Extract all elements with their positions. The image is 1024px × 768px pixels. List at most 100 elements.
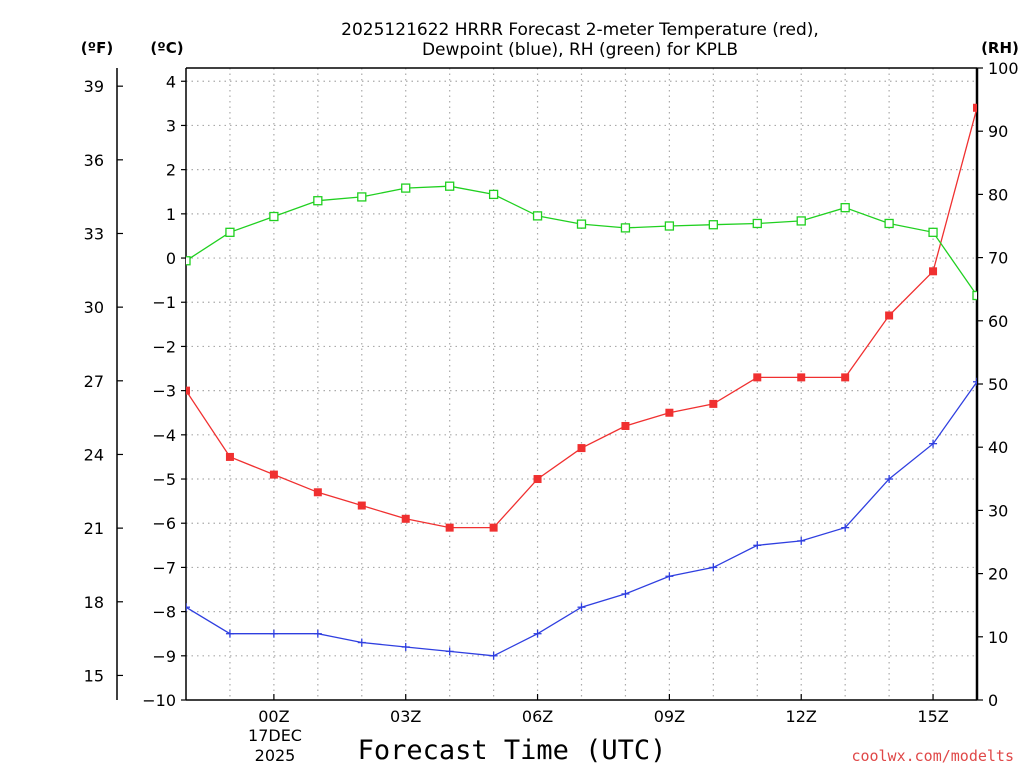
rh-point bbox=[1017, 292, 1024, 300]
dewpoint-point bbox=[269, 629, 278, 638]
rh-tick-label: 20 bbox=[988, 565, 1008, 584]
dewpoint-point bbox=[797, 536, 806, 545]
fahrenheit-tick-label: 15 bbox=[84, 666, 104, 685]
x-tick-label: 06Z bbox=[522, 707, 553, 726]
temperature-point bbox=[225, 452, 234, 461]
rh-tick-label: 30 bbox=[988, 501, 1008, 520]
dewpoint-point bbox=[665, 572, 674, 581]
celsius-tick-label: −5 bbox=[152, 470, 176, 489]
temperature-point bbox=[186, 386, 190, 395]
unit-label-rh: (RH) bbox=[981, 39, 1019, 57]
celsius-tick-label: 2 bbox=[166, 161, 176, 180]
rh-point bbox=[269, 211, 279, 222]
fahrenheit-tick-label: 24 bbox=[84, 445, 104, 464]
rh-point bbox=[445, 181, 455, 191]
rh-point bbox=[357, 192, 367, 202]
fahrenheit-tick-label: 39 bbox=[84, 77, 104, 96]
fahrenheit-axis: 39 36 33 30 27 24 21 18 15 bbox=[84, 68, 123, 700]
celsius-tick-label: −8 bbox=[152, 603, 176, 622]
series-line-dewpoint bbox=[186, 381, 977, 657]
celsius-tick-label: −3 bbox=[152, 382, 176, 401]
rh-point bbox=[796, 216, 806, 226]
temperature-point bbox=[1017, 104, 1024, 112]
x-tick-label: 03Z bbox=[390, 707, 421, 726]
chart-title-line1: 2025121622 HRRR Forecast 2-meter Tempera… bbox=[341, 20, 819, 40]
dewpoint-point bbox=[577, 603, 586, 612]
series-dewpoint bbox=[186, 377, 1024, 660]
date-label-year: 2025 bbox=[255, 746, 296, 765]
temperature-point bbox=[665, 408, 674, 417]
celsius-axis: 4 3 2 1 0 −1 −2 −3 −4 −5 −6 −7 −8 −9 −10 bbox=[142, 72, 186, 710]
celsius-tick-label: −2 bbox=[152, 337, 176, 356]
rh-point bbox=[488, 189, 499, 200]
unit-label-celsius: (ºC) bbox=[150, 39, 183, 57]
temperature-point bbox=[489, 523, 498, 532]
temperature-point bbox=[841, 373, 850, 382]
x-axis-title: Forecast Time (UTC) bbox=[358, 735, 667, 766]
gridlines bbox=[186, 68, 977, 700]
temperature-point bbox=[401, 514, 410, 523]
rh-tick-label: 50 bbox=[988, 375, 1008, 394]
rh-point bbox=[401, 183, 411, 193]
temperature-point bbox=[533, 475, 542, 484]
rh-tick-label: 90 bbox=[988, 122, 1008, 141]
rh-tick-label: 0 bbox=[988, 691, 998, 710]
fahrenheit-tick-label: 33 bbox=[84, 224, 104, 243]
rh-tick-label: 80 bbox=[988, 185, 1008, 204]
temperature-point bbox=[797, 373, 806, 382]
rh-tick-label: 70 bbox=[988, 249, 1008, 268]
fahrenheit-tick-label: 30 bbox=[84, 298, 104, 317]
dewpoint-point bbox=[709, 563, 718, 572]
rh-tick-label: 100 bbox=[988, 59, 1019, 78]
dewpoint-point bbox=[973, 377, 977, 386]
dewpoint-point bbox=[489, 651, 498, 660]
celsius-tick-label: 0 bbox=[166, 249, 176, 268]
chart-title-line2: Dewpoint (blue), RH (green) for KPLB bbox=[422, 40, 738, 60]
fahrenheit-tick-label: 21 bbox=[84, 519, 104, 538]
rh-point bbox=[576, 219, 587, 229]
temperature-point bbox=[445, 523, 454, 532]
temperature-point bbox=[621, 421, 630, 430]
series-temperature bbox=[186, 103, 1024, 532]
celsius-tick-label: 3 bbox=[166, 116, 176, 135]
celsius-tick-label: −4 bbox=[152, 426, 176, 445]
dewpoint-point bbox=[445, 647, 454, 656]
series-line-temperature bbox=[186, 107, 977, 529]
unit-label-fahrenheit: (ºF) bbox=[81, 39, 113, 57]
rh-point bbox=[840, 203, 850, 213]
dewpoint-point bbox=[186, 603, 190, 612]
temperature-point bbox=[269, 470, 278, 479]
dewpoint-point bbox=[841, 523, 850, 532]
celsius-tick-label: −9 bbox=[152, 647, 176, 666]
dewpoint-point bbox=[929, 439, 938, 448]
dewpoint-point bbox=[885, 475, 894, 484]
series-rh bbox=[186, 181, 1024, 301]
rh-point bbox=[972, 290, 977, 301]
rh-point bbox=[752, 218, 762, 229]
celsius-tick-label: −6 bbox=[152, 514, 176, 533]
rh-point bbox=[225, 227, 235, 237]
celsius-tick-label: −10 bbox=[142, 691, 176, 710]
rh-point bbox=[620, 223, 631, 233]
rh-point bbox=[708, 220, 718, 230]
temperature-point bbox=[753, 373, 762, 382]
celsius-tick-label: 1 bbox=[166, 205, 176, 224]
temperature-point bbox=[313, 488, 322, 497]
dewpoint-point bbox=[1017, 378, 1024, 386]
dewpoint-point bbox=[357, 638, 366, 647]
dewpoint-point bbox=[313, 629, 322, 638]
fahrenheit-tick-label: 18 bbox=[84, 593, 104, 612]
dewpoint-point bbox=[753, 541, 762, 550]
rh-tick-label: 10 bbox=[988, 628, 1008, 647]
temperature-point bbox=[577, 444, 586, 453]
watermark: coolwx.com/modelts bbox=[851, 747, 1014, 765]
celsius-tick-label: 4 bbox=[166, 72, 176, 91]
temperature-point bbox=[885, 311, 894, 320]
dewpoint-point bbox=[225, 629, 234, 638]
temperature-point bbox=[709, 399, 718, 408]
rh-tick-label: 40 bbox=[988, 438, 1008, 457]
dewpoint-point bbox=[401, 642, 410, 651]
rh-point bbox=[532, 211, 543, 221]
